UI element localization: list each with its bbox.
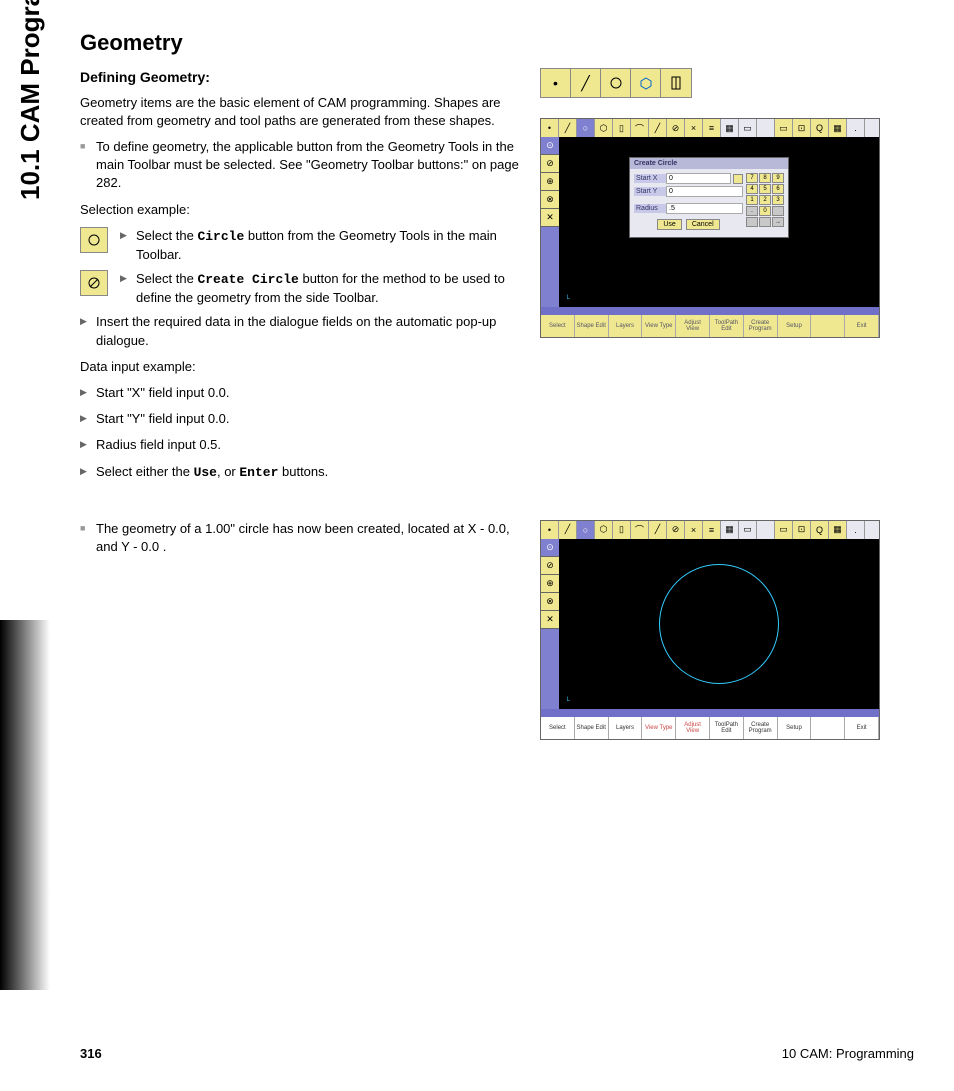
dialog-title: Create Circle xyxy=(630,158,788,169)
exit-button[interactable]: Exit xyxy=(845,315,879,337)
key-4[interactable]: 4 xyxy=(746,184,758,194)
layers-button-2[interactable]: Layers xyxy=(609,717,643,739)
use-enter-step: Select either the Use, or Enter buttons. xyxy=(80,463,520,482)
shape-edit-button-2[interactable]: Shape Edit xyxy=(575,717,609,739)
cam-canvas-result: └ xyxy=(559,539,879,709)
setup-button-2[interactable]: Setup xyxy=(778,717,812,739)
key-6[interactable]: 6 xyxy=(772,184,784,194)
adjust-view-button[interactable]: Adjust View xyxy=(676,315,710,337)
insert-data-step: Insert the required data in the dialogue… xyxy=(80,313,520,349)
cam-canvas: └ Create Circle Start X0 Start Y0 Radius… xyxy=(559,137,879,307)
circle-tool-icon xyxy=(80,227,108,253)
radius-input[interactable]: .5 xyxy=(666,203,743,214)
gradient-tab xyxy=(0,620,50,990)
start-x-step: Start "X" field input 0.0. xyxy=(80,384,520,402)
select-circle-step: Select the Circle button from the Geomet… xyxy=(120,227,520,264)
create-program-button-2[interactable]: Create Program xyxy=(744,717,778,739)
key-9[interactable]: 9 xyxy=(772,173,784,183)
key-5[interactable]: 5 xyxy=(759,184,771,194)
create-program-button[interactable]: Create Program xyxy=(744,315,778,337)
line-tool-icon: ╱ xyxy=(571,69,601,97)
key-2[interactable]: 2 xyxy=(759,195,771,205)
data-input-label: Data input example: xyxy=(80,358,520,376)
cam-left-toolbar-2: ⊙⊘⊕⊗✕ xyxy=(541,539,559,709)
blank-button-2 xyxy=(811,717,845,739)
heading-geometry: Geometry xyxy=(80,30,914,56)
cam-top-toolbar-2: •╱○⬡▯⌒╱⊘×≡▦▭▭⊡Q▦. xyxy=(541,521,879,539)
cam-screenshot-result: •╱○⬡▯⌒╱⊘×≡▦▭▭⊡Q▦. ⊙⊘⊕⊗✕ └ Select Shape E… xyxy=(540,520,880,740)
create-circle-tool-icon xyxy=(80,270,108,296)
select-create-circle-step: Select the Create Circle button for the … xyxy=(120,270,520,307)
subheading-defining: Defining Geometry: xyxy=(80,68,520,88)
key-b[interactable] xyxy=(759,217,771,227)
start-x-label: Start X xyxy=(634,174,666,183)
key-1[interactable]: 1 xyxy=(746,195,758,205)
key-enter[interactable]: → xyxy=(772,217,784,227)
polygon-tool-icon xyxy=(631,69,661,97)
cam-bottom-buttons: Select Shape Edit Layers View Type Adjus… xyxy=(541,315,879,337)
geometry-toolbar: • ╱ xyxy=(540,68,692,98)
point-tool-icon: • xyxy=(541,69,571,97)
select-button[interactable]: Select xyxy=(541,315,575,337)
selection-example-label: Selection example: xyxy=(80,201,520,219)
use-button[interactable]: Use xyxy=(657,219,681,230)
circle-tool-icon xyxy=(601,69,631,97)
section-side-label: 10.1 CAM Programming xyxy=(15,0,46,200)
start-y-step: Start "Y" field input 0.0. xyxy=(80,410,520,428)
define-step: To define geometry, the applicable butto… xyxy=(80,138,520,193)
rect-tool-icon xyxy=(661,69,691,97)
view-type-button[interactable]: View Type xyxy=(642,315,676,337)
create-circle-dialog: Create Circle Start X0 Start Y0 Radius.5… xyxy=(629,157,789,238)
cam-top-toolbar: •╱○⬡▯⌒╱⊘×≡▦▭▭⊡Q▦. xyxy=(541,119,879,137)
exit-button-2[interactable]: Exit xyxy=(845,717,879,739)
radius-label: Radius xyxy=(634,204,666,213)
setup-button[interactable]: Setup xyxy=(778,315,812,337)
blank-button xyxy=(811,315,845,337)
radius-step: Radius field input 0.5. xyxy=(80,436,520,454)
toolpath-edit-button[interactable]: ToolPath Edit xyxy=(710,315,744,337)
start-y-label: Start Y xyxy=(634,187,666,196)
shape-edit-button[interactable]: Shape Edit xyxy=(575,315,609,337)
key-a[interactable] xyxy=(746,217,758,227)
cam-left-toolbar: ⊙⊘⊕⊗✕ xyxy=(541,137,559,307)
axis-origin-icon-2: └ xyxy=(565,698,570,705)
key-0[interactable]: 0 xyxy=(759,206,771,216)
page-number: 316 xyxy=(80,1046,102,1061)
intro-para: Geometry items are the basic element of … xyxy=(80,94,520,130)
footer-section: 10 CAM: Programming xyxy=(782,1046,914,1061)
view-type-button-2[interactable]: View Type xyxy=(642,717,676,739)
layers-button[interactable]: Layers xyxy=(609,315,643,337)
key-7[interactable]: 7 xyxy=(746,173,758,183)
key-3[interactable]: 3 xyxy=(772,195,784,205)
key-dot[interactable]: . xyxy=(746,206,758,216)
start-x-input[interactable]: 0 xyxy=(666,173,731,184)
result-circle xyxy=(659,564,779,684)
start-y-input[interactable]: 0 xyxy=(666,186,743,197)
toolpath-edit-button-2[interactable]: ToolPath Edit xyxy=(710,717,744,739)
cancel-button[interactable]: Cancel xyxy=(686,219,720,230)
adjust-view-button-2[interactable]: Adjust View xyxy=(676,717,710,739)
result-text: The geometry of a 1.00" circle has now b… xyxy=(80,520,520,556)
axis-origin-icon: └ xyxy=(565,296,570,303)
cam-screenshot-dialog: •╱○⬡▯⌒╱⊘×≡▦▭▭⊡Q▦. ⊙⊘⊕⊗✕ └ Create Circle … xyxy=(540,118,880,338)
key-blank[interactable] xyxy=(772,206,784,216)
key-8[interactable]: 8 xyxy=(759,173,771,183)
select-button-2[interactable]: Select xyxy=(541,717,575,739)
start-x-picker-icon[interactable] xyxy=(733,174,743,184)
cam-bottom-buttons-2: Select Shape Edit Layers View Type Adjus… xyxy=(541,717,879,739)
numeric-keypad: 789 456 123 .0 → xyxy=(746,173,784,233)
